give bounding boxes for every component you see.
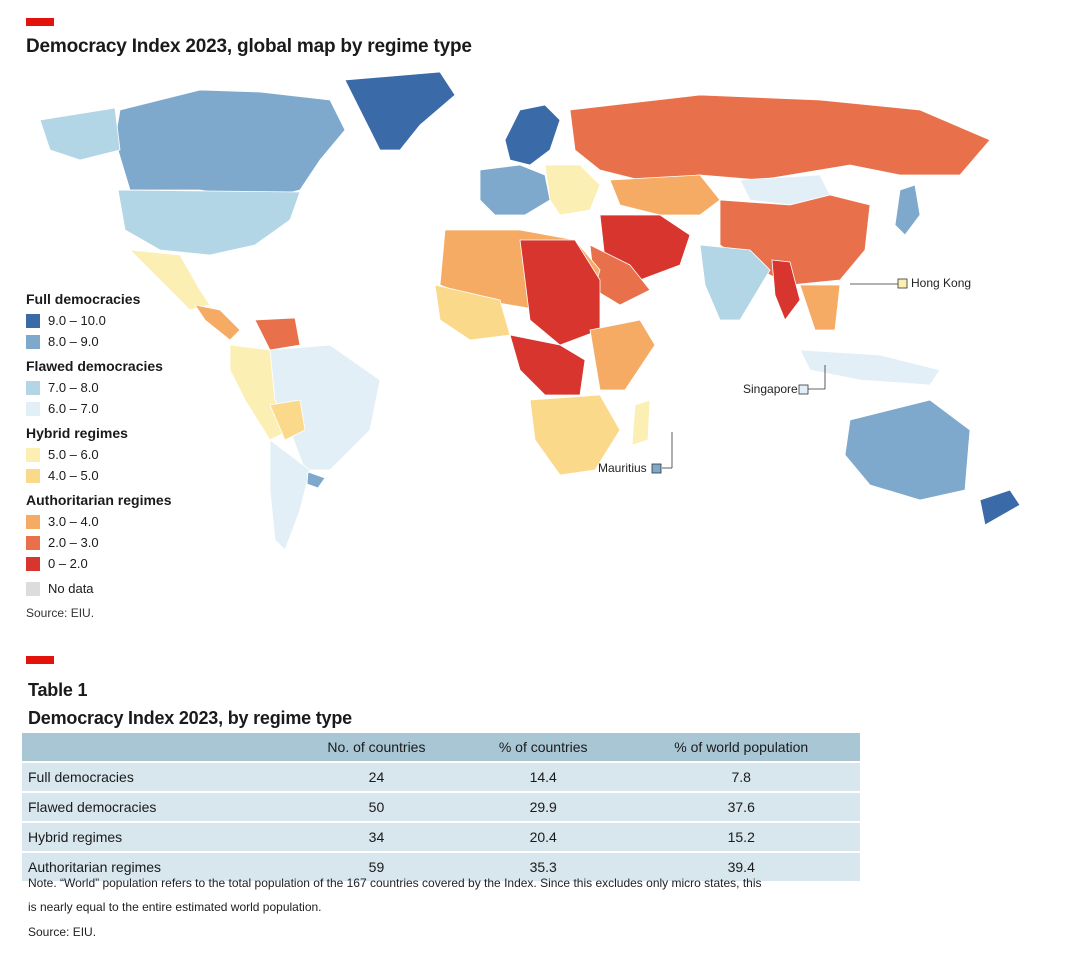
legend-item: 3.0 – 4.0 (26, 511, 171, 532)
legend-item: 0 – 2.0 (26, 553, 171, 574)
region-australia (844, 399, 971, 501)
table-label: Table 1 (28, 680, 88, 700)
legend-group-flawed: Flawed democracies (26, 358, 163, 374)
legend-group-authoritarian: Authoritarian regimes (26, 492, 172, 508)
region-madagascar (631, 399, 651, 446)
table-note: Note. “World” population refers to the t… (28, 876, 762, 890)
world-map (39, 71, 1021, 551)
legend-item: 2.0 – 3.0 (26, 532, 171, 553)
singapore-marker (798, 384, 809, 395)
region-canada (114, 89, 346, 201)
table-header-row: No. of countries % of countries % of wor… (22, 733, 860, 761)
region-east-africa (589, 319, 656, 391)
legend-item-nodata: No data (26, 578, 171, 599)
legend-item: 9.0 – 10.0 (26, 310, 171, 331)
hong-kong-marker (897, 278, 908, 289)
legend-item: 6.0 – 7.0 (26, 398, 171, 419)
header-cell: No. of countries (289, 733, 464, 761)
region-myanmar (771, 259, 801, 321)
table-title: Democracy Index 2023, by regime type (28, 708, 352, 728)
title-accent-bar (26, 18, 54, 26)
legend-item: 7.0 – 8.0 (26, 377, 171, 398)
legend-group-hybrid: Hybrid regimes (26, 425, 128, 441)
legend-item: 4.0 – 5.0 (26, 465, 171, 486)
regime-table: No. of countries % of countries % of wor… (22, 731, 860, 883)
region-southern-africa (529, 394, 621, 476)
table-row: Flawed democracies 50 29.9 37.6 (22, 793, 860, 821)
legend-item: 5.0 – 6.0 (26, 444, 171, 465)
region-bolivia (269, 399, 306, 441)
table-row: Full democracies 24 14.4 7.8 (22, 763, 860, 791)
region-west-africa (434, 284, 511, 341)
region-western-europe (479, 164, 551, 216)
region-venezuela (254, 317, 301, 351)
table-source: Source: EIU. (28, 925, 97, 939)
table-accent-bar (26, 656, 54, 664)
table-row: Authoritarian regimes 59 35.3 39.4 (22, 853, 860, 881)
table-note-2: is nearly equal to the entire estimated … (28, 900, 322, 914)
legend-group-full: Full democracies (26, 291, 141, 307)
region-uruguay (306, 471, 326, 489)
region-russia (569, 94, 991, 181)
region-southern-cone (269, 439, 311, 551)
region-mexico (128, 249, 211, 311)
hong-kong-label: Hong Kong (911, 276, 972, 290)
mauritius-marker (651, 463, 662, 474)
region-indonesia (799, 349, 941, 386)
region-central-asia (609, 174, 721, 216)
region-central-america (194, 304, 241, 341)
region-alaska (39, 107, 121, 161)
region-se-asia (799, 284, 841, 331)
mauritius-label: Mauritius (598, 461, 647, 475)
region-central-africa (509, 334, 586, 396)
region-japan (894, 184, 921, 236)
table-row: Hybrid regimes 34 20.4 15.2 (22, 823, 860, 851)
header-cell: % of world population (622, 733, 860, 761)
header-cell (22, 733, 289, 761)
map-source: Source: EIU. (26, 606, 95, 620)
region-eastern-europe (544, 164, 601, 216)
map-title: Democracy Index 2023, global map by regi… (26, 36, 472, 57)
map-legend: Full democracies 9.0 – 10.0 8.0 – 9.0 Fl… (26, 285, 171, 599)
header-cell: % of countries (463, 733, 623, 761)
region-india (699, 244, 771, 321)
region-scandinavia (504, 104, 561, 166)
legend-item: 8.0 – 9.0 (26, 331, 171, 352)
region-usa (117, 189, 301, 256)
region-greenland (344, 71, 456, 151)
region-new-zealand (979, 489, 1021, 526)
singapore-label: Singapore (743, 382, 798, 396)
